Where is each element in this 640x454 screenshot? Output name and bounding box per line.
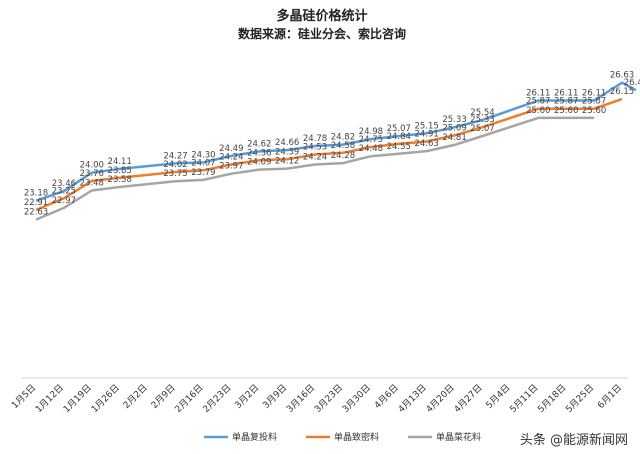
data-label: 25.60 bbox=[526, 106, 550, 116]
x-tick-label: 3月2日 bbox=[233, 382, 262, 411]
data-label: 24.09 bbox=[247, 158, 271, 168]
x-tick-label: 3月9日 bbox=[261, 382, 290, 411]
data-label: 24.66 bbox=[275, 138, 299, 148]
chart-title: 多晶硅价格统计 bbox=[276, 8, 367, 24]
data-label: 24.84 bbox=[387, 132, 411, 142]
legend-label: 单晶复投料 bbox=[232, 431, 277, 443]
data-label: 24.27 bbox=[163, 151, 187, 161]
data-label: 25.33 bbox=[470, 115, 494, 125]
data-label: 25.54 bbox=[470, 108, 494, 118]
x-tick-label: 4月13日 bbox=[396, 382, 429, 415]
data-label: 24.28 bbox=[331, 151, 355, 161]
legend-label: 单晶菜花料 bbox=[436, 431, 481, 443]
x-tick-label: 1月5日 bbox=[10, 382, 39, 411]
data-label: 26.11 bbox=[554, 88, 578, 98]
data-label: 23.48 bbox=[80, 178, 104, 188]
data-labels: 23.18 23.46 24.00 24.11 24.27 24.30 24.49 24.62… bbox=[24, 71, 640, 218]
x-tick-label: 4月27日 bbox=[452, 382, 485, 415]
data-label: 24.36 bbox=[247, 148, 271, 158]
data-label: 24.12 bbox=[275, 157, 299, 167]
data-label: 26.41 bbox=[624, 78, 640, 88]
legend-label: 单晶致密料 bbox=[334, 431, 379, 443]
data-label: 25.87 bbox=[582, 97, 606, 107]
x-tick-label: 2月9日 bbox=[149, 382, 178, 411]
data-label: 24.30 bbox=[191, 150, 215, 160]
x-tick-label: 5月11日 bbox=[508, 382, 541, 415]
data-label: 25.60 bbox=[554, 106, 578, 116]
series-line-2 bbox=[35, 97, 623, 212]
data-label: 24.78 bbox=[303, 134, 327, 144]
data-label: 23.97 bbox=[219, 162, 243, 172]
data-label: 24.75 bbox=[359, 135, 383, 145]
data-label: 26.63 bbox=[610, 71, 634, 81]
chart-subtitle: 数据来源：硅业分会、索比咨询 bbox=[238, 26, 406, 41]
data-label: 22.97 bbox=[52, 196, 76, 206]
data-label: 25.60 bbox=[582, 106, 606, 116]
data-label: 22.91 bbox=[24, 198, 48, 208]
data-label: 24.91 bbox=[414, 130, 438, 140]
x-tick-label: 1月19日 bbox=[61, 382, 94, 415]
data-label: 24.81 bbox=[442, 133, 466, 143]
data-label: 24.62 bbox=[247, 139, 271, 149]
data-label: 23.58 bbox=[108, 175, 132, 185]
x-tick-label: 5月4日 bbox=[484, 382, 513, 411]
data-label: 24.53 bbox=[303, 143, 327, 153]
data-label: 24.49 bbox=[219, 144, 243, 154]
data-label: 26.15 bbox=[610, 87, 634, 97]
x-tick-label: 3月16日 bbox=[285, 382, 318, 415]
series-line-3 bbox=[35, 116, 595, 221]
data-label: 24.00 bbox=[80, 161, 104, 171]
data-label: 24.58 bbox=[331, 141, 355, 151]
data-label: 25.15 bbox=[414, 121, 438, 131]
data-label: 26.11 bbox=[582, 88, 606, 98]
x-tick-label: 5月18日 bbox=[536, 382, 569, 415]
x-tick-label: 3月30日 bbox=[340, 382, 373, 415]
data-label: 24.24 bbox=[219, 152, 243, 162]
x-tick-label: 2月23日 bbox=[201, 382, 234, 415]
x-tick-label: 3月23日 bbox=[312, 382, 345, 415]
data-label: 24.63 bbox=[414, 139, 438, 149]
data-label: 25.33 bbox=[442, 115, 466, 125]
x-tick-label: 1月12日 bbox=[33, 382, 66, 415]
legend: 单晶复投料 单晶致密料 单晶菜花料 bbox=[204, 431, 481, 443]
x-tick-label: 2月2日 bbox=[121, 382, 150, 411]
data-label: 24.11 bbox=[108, 157, 132, 167]
x-tick-label: 4月20日 bbox=[424, 382, 457, 415]
x-tick-label: 5月25日 bbox=[564, 382, 597, 415]
data-label: 24.55 bbox=[387, 142, 411, 152]
data-label: 24.24 bbox=[303, 152, 327, 162]
data-label: 24.02 bbox=[163, 160, 187, 170]
data-label: 23.75 bbox=[163, 169, 187, 179]
data-label: 25.07 bbox=[470, 124, 494, 134]
data-label: 23.76 bbox=[80, 169, 104, 179]
data-label: 24.48 bbox=[359, 144, 383, 154]
data-label: 25.87 bbox=[526, 97, 550, 107]
series-line-1 bbox=[35, 81, 637, 202]
data-label: 25.87 bbox=[554, 97, 578, 107]
x-tick-label: 4月6日 bbox=[372, 382, 401, 411]
series-layer bbox=[35, 81, 637, 221]
x-tick-label: 6月1日 bbox=[596, 382, 625, 411]
x-tick-label: 1月26日 bbox=[89, 382, 122, 415]
data-label: 24.82 bbox=[331, 133, 355, 143]
data-label: 23.25 bbox=[52, 186, 76, 196]
data-label: 24.98 bbox=[359, 127, 383, 137]
x-tick-label: 2月16日 bbox=[173, 382, 206, 415]
watermark: 头条 @能源新闻网 bbox=[520, 432, 628, 448]
data-label: 24.07 bbox=[191, 158, 215, 168]
data-label: 23.46 bbox=[52, 179, 76, 189]
data-label: 24.39 bbox=[275, 147, 299, 157]
data-label: 26.11 bbox=[526, 88, 550, 98]
data-label: 23.85 bbox=[108, 166, 132, 176]
data-label: 23.79 bbox=[191, 168, 215, 178]
data-label: 22.63 bbox=[24, 208, 48, 218]
data-label: 25.09 bbox=[442, 123, 466, 133]
data-label: 23.18 bbox=[24, 189, 48, 199]
data-label: 25.07 bbox=[387, 124, 411, 134]
